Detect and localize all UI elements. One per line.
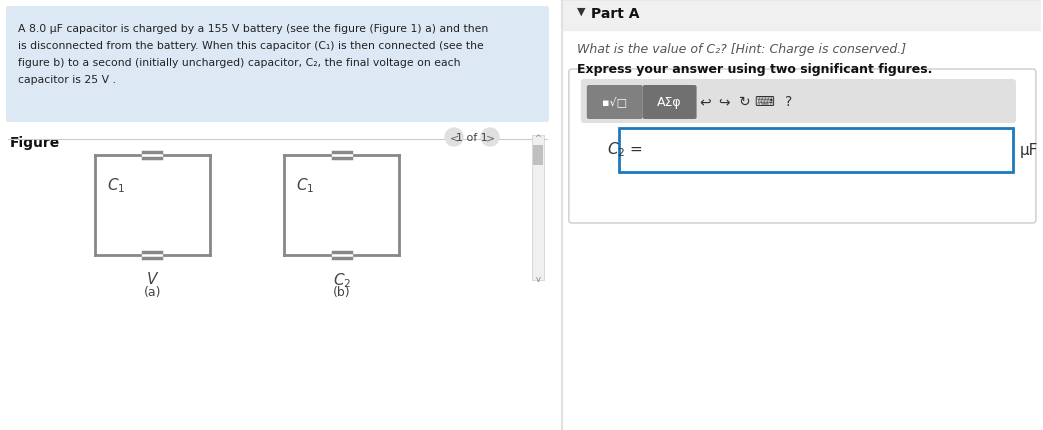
Text: ^: ^ — [534, 133, 541, 142]
Text: ?: ? — [784, 95, 792, 109]
Text: $C_2$: $C_2$ — [333, 270, 351, 289]
Text: figure b) to a second (initially uncharged) capacitor, C₂, the final voltage on : figure b) to a second (initially uncharg… — [18, 58, 460, 68]
Text: $C_2$ =: $C_2$ = — [607, 140, 642, 159]
Text: $C_1$: $C_1$ — [106, 175, 125, 194]
FancyBboxPatch shape — [6, 7, 549, 123]
Text: ↩: ↩ — [699, 95, 710, 109]
Text: ↪: ↪ — [719, 95, 730, 109]
Text: ▼: ▼ — [577, 7, 585, 17]
FancyBboxPatch shape — [642, 86, 697, 120]
Text: Part A: Part A — [590, 7, 639, 21]
Text: is disconnected from the battery. When this capacitor (C₁) is then connected (se: is disconnected from the battery. When t… — [18, 41, 484, 51]
Text: (b): (b) — [333, 286, 350, 298]
Bar — [562, 0, 1041, 31]
Text: capacitor is 25 V .: capacitor is 25 V . — [18, 75, 116, 85]
Text: >: > — [485, 133, 494, 143]
Text: ⌨: ⌨ — [754, 95, 775, 109]
Circle shape — [481, 129, 499, 147]
Bar — [533, 146, 543, 166]
Circle shape — [445, 129, 463, 147]
Text: $V$: $V$ — [146, 270, 159, 286]
Text: <: < — [450, 133, 459, 143]
FancyBboxPatch shape — [568, 70, 1036, 224]
Text: Figure: Figure — [10, 136, 60, 150]
Text: ↻: ↻ — [738, 95, 750, 109]
Text: ▪√□: ▪√□ — [602, 96, 627, 107]
Text: AΣφ: AΣφ — [657, 95, 682, 108]
Bar — [618, 129, 1013, 172]
Text: A 8.0 μF capacitor is charged by a 155 V battery (see the figure (Figure 1) a) a: A 8.0 μF capacitor is charged by a 155 V… — [18, 24, 488, 34]
Text: Express your answer using two significant figures.: Express your answer using two significan… — [577, 63, 932, 76]
Text: What is the value of C₂? [Hint: Charge is conserved.]: What is the value of C₂? [Hint: Charge i… — [577, 43, 906, 56]
Text: $C_1$: $C_1$ — [296, 175, 315, 194]
Text: (a): (a) — [144, 286, 161, 298]
Bar — [532, 136, 543, 280]
FancyBboxPatch shape — [587, 86, 642, 120]
Text: v: v — [535, 275, 540, 284]
Text: μF: μF — [1020, 142, 1039, 157]
Text: 1 of 1: 1 of 1 — [456, 133, 488, 143]
FancyBboxPatch shape — [581, 80, 1016, 124]
